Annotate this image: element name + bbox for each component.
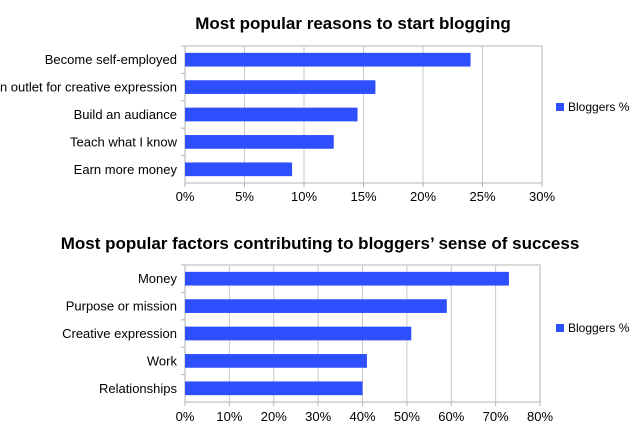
x-tick-label: 40% — [349, 409, 375, 424]
legend-label: Bloggers % — [568, 100, 630, 114]
x-tick-label: 0% — [176, 189, 195, 204]
x-tick-label: 10% — [291, 189, 317, 204]
chart-2: Most popular factors contributing to blo… — [61, 234, 630, 424]
bar — [185, 162, 293, 177]
bar — [185, 107, 358, 122]
category-label: Relationships — [99, 381, 178, 396]
category-label: Creative expression — [62, 326, 177, 341]
legend-swatch — [556, 324, 564, 332]
legend-swatch — [556, 103, 564, 111]
category-label: Work — [147, 353, 178, 368]
bar — [185, 381, 363, 396]
chart-title: Most popular reasons to start blogging — [195, 14, 510, 33]
x-tick-label: 50% — [394, 409, 420, 424]
category-label: Money — [138, 271, 178, 286]
x-tick-label: 70% — [483, 409, 509, 424]
bar — [185, 299, 447, 313]
chart-1: Most popular reasons to start blogging 0%… — [0, 14, 630, 204]
category-label: Teach what I know — [70, 134, 178, 149]
x-tick-label: 5% — [235, 189, 254, 204]
bar — [185, 271, 509, 286]
category-label: Build an audiance — [74, 107, 177, 122]
bar — [185, 135, 334, 149]
chart-title: Most popular factors contributing to blo… — [61, 234, 580, 253]
bar — [185, 326, 412, 341]
bar — [185, 80, 376, 94]
x-tick-label: 30% — [529, 189, 555, 204]
legend-label: Bloggers % — [568, 321, 630, 335]
x-tick-label: 15% — [350, 189, 376, 204]
bar — [185, 354, 367, 368]
x-tick-label: 25% — [469, 189, 495, 204]
category-label: Earn more money — [74, 162, 178, 177]
x-tick-label: 80% — [527, 409, 553, 424]
x-tick-label: 20% — [410, 189, 436, 204]
x-tick-label: 10% — [216, 409, 242, 424]
bar — [185, 52, 471, 67]
x-tick-label: 60% — [438, 409, 464, 424]
x-tick-label: 0% — [176, 409, 195, 424]
category-label: Purpose or mission — [66, 299, 177, 314]
category-label: Become self-employed — [45, 52, 177, 67]
x-tick-label: 30% — [305, 409, 331, 424]
x-tick-label: 20% — [261, 409, 287, 424]
category-label: An outlet for creative expression — [0, 80, 177, 95]
